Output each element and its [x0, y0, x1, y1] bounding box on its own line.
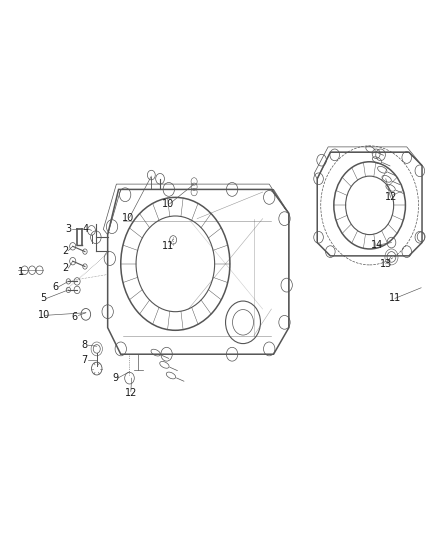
Text: 8: 8 [81, 340, 88, 350]
Text: 10: 10 [122, 213, 134, 223]
Text: 12: 12 [385, 192, 397, 203]
Text: 10: 10 [38, 310, 50, 320]
Text: 6: 6 [52, 282, 58, 292]
Text: 11: 11 [389, 293, 402, 303]
Text: 4: 4 [83, 224, 89, 235]
Text: 5: 5 [40, 293, 46, 303]
Text: 3: 3 [65, 224, 71, 235]
Text: 14: 14 [371, 240, 383, 250]
Text: 13: 13 [380, 259, 392, 269]
Text: 1: 1 [18, 267, 24, 277]
Text: 2: 2 [62, 263, 68, 273]
Text: 2: 2 [62, 246, 68, 255]
Text: 9: 9 [112, 373, 118, 383]
Text: 12: 12 [125, 388, 138, 398]
Text: 11: 11 [162, 241, 174, 251]
Text: 10: 10 [162, 199, 174, 209]
Text: 6: 6 [72, 312, 78, 322]
Text: 7: 7 [81, 354, 88, 365]
